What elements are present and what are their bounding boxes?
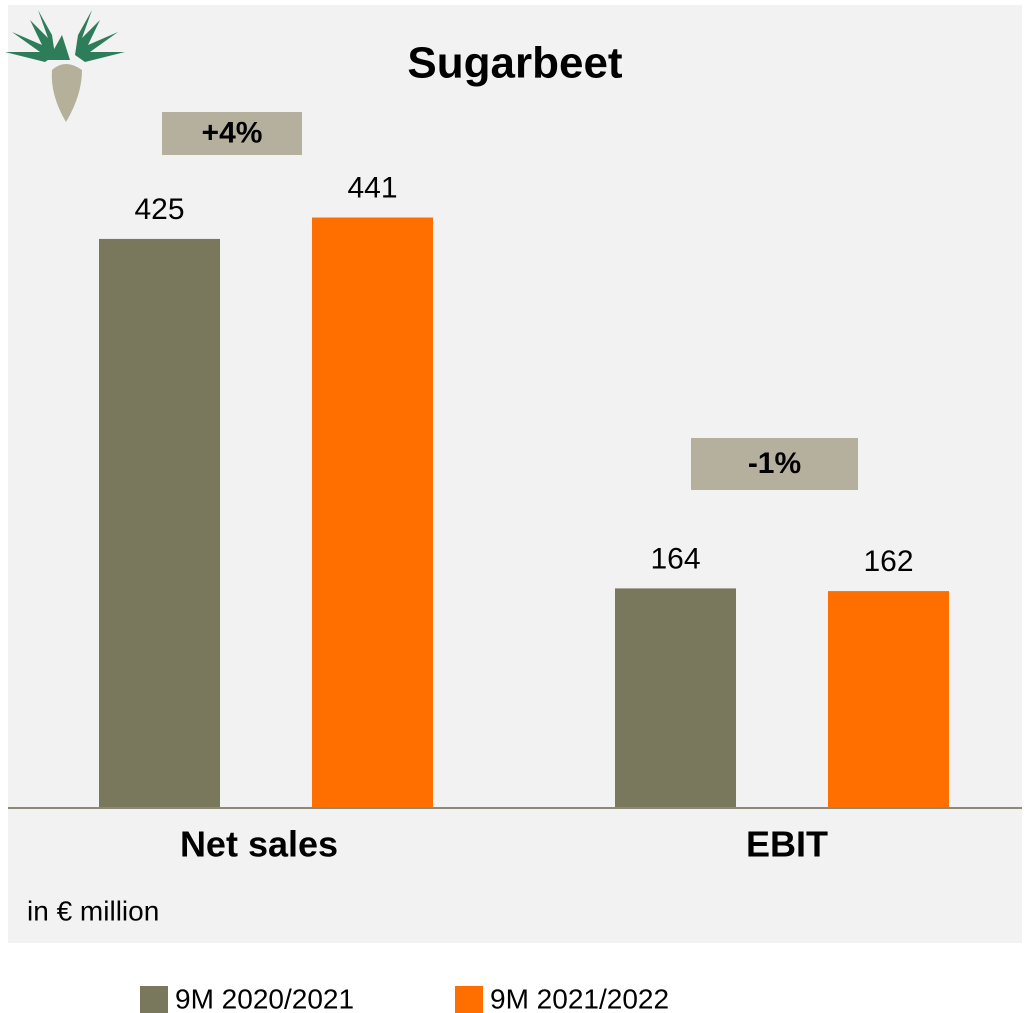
change-box xyxy=(691,438,858,490)
bar xyxy=(99,238,220,809)
chart-title: Sugarbeet xyxy=(407,39,623,88)
legend-label: 9M 2021/2022 xyxy=(490,983,669,1013)
value-label: 164 xyxy=(650,542,700,575)
unit-label: in € million xyxy=(27,895,159,926)
bar xyxy=(828,591,949,808)
legend-label: 9M 2020/2021 xyxy=(175,983,354,1013)
legend-swatch xyxy=(455,986,483,1013)
value-label: 441 xyxy=(347,171,397,204)
value-label: 162 xyxy=(863,545,913,578)
category-label: EBIT xyxy=(746,824,828,865)
logo xyxy=(5,10,125,122)
value-label: 425 xyxy=(134,193,184,226)
bar xyxy=(615,588,736,808)
category-label: Net sales xyxy=(180,824,338,865)
legend-swatch xyxy=(140,986,168,1013)
change-box xyxy=(162,112,302,155)
change-label: -1% xyxy=(748,447,801,480)
change-label: +4% xyxy=(202,116,263,149)
bar xyxy=(312,217,433,809)
